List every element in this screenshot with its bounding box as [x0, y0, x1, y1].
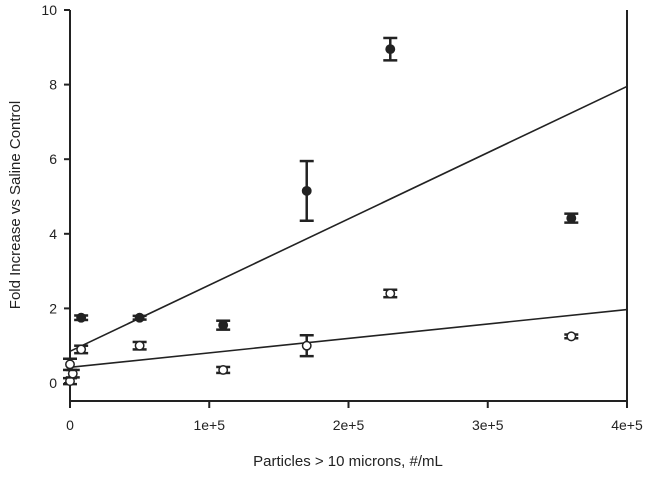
- y-tick-label: 6: [49, 151, 57, 167]
- data-point-open: [564, 331, 579, 342]
- data-point-open: [383, 288, 398, 299]
- data-point-filled: [564, 212, 579, 224]
- fit-line-open: [69, 308, 628, 369]
- point-marker: [134, 340, 145, 351]
- data-point-filled: [299, 159, 314, 222]
- y-tick-label: 8: [49, 77, 57, 93]
- data-point-open: [74, 344, 89, 355]
- point-marker: [134, 312, 145, 323]
- data-point-open: [299, 334, 314, 358]
- fit-lines: [69, 85, 628, 369]
- y-axis-label: Fold Increase vs Saline Control: [7, 101, 24, 309]
- point-marker: [76, 344, 87, 355]
- point-marker: [218, 364, 229, 375]
- data-point-filled: [132, 312, 147, 323]
- point-marker: [65, 359, 75, 370]
- x-tick-label: 3e+5: [472, 417, 504, 433]
- data-point-open: [216, 364, 231, 375]
- point-marker: [301, 340, 312, 351]
- point-marker: [385, 288, 396, 299]
- y-tick-label: 4: [49, 226, 57, 242]
- y-tick-label: 2: [49, 300, 57, 316]
- x-tick-label: 0: [66, 417, 74, 433]
- point-marker: [76, 312, 87, 323]
- data-point-filled: [216, 319, 231, 331]
- point-marker: [218, 320, 229, 331]
- y-tick-label: 10: [41, 2, 57, 18]
- x-tick-label: 1e+5: [193, 417, 225, 433]
- point-marker: [385, 44, 396, 55]
- axes: 0 2 4 6 8 10 0 1e+5 2e+5 3e+5 4e+5: [41, 2, 643, 433]
- data-point-filled: [383, 36, 398, 62]
- data-point-filled: [74, 312, 89, 323]
- point-marker: [566, 213, 577, 224]
- fit-line-filled: [69, 85, 628, 353]
- x-tick-label: 2e+5: [333, 417, 365, 433]
- y-tick-label: 0: [49, 375, 57, 391]
- data-point-open: [63, 357, 77, 372]
- x-tick-label: 4e+5: [611, 417, 643, 433]
- data-points: [63, 36, 579, 387]
- point-marker: [301, 185, 312, 196]
- point-marker: [566, 331, 577, 342]
- x-axis-label: Particles > 10 microns, #/mL: [253, 453, 443, 470]
- data-point-open: [132, 340, 147, 351]
